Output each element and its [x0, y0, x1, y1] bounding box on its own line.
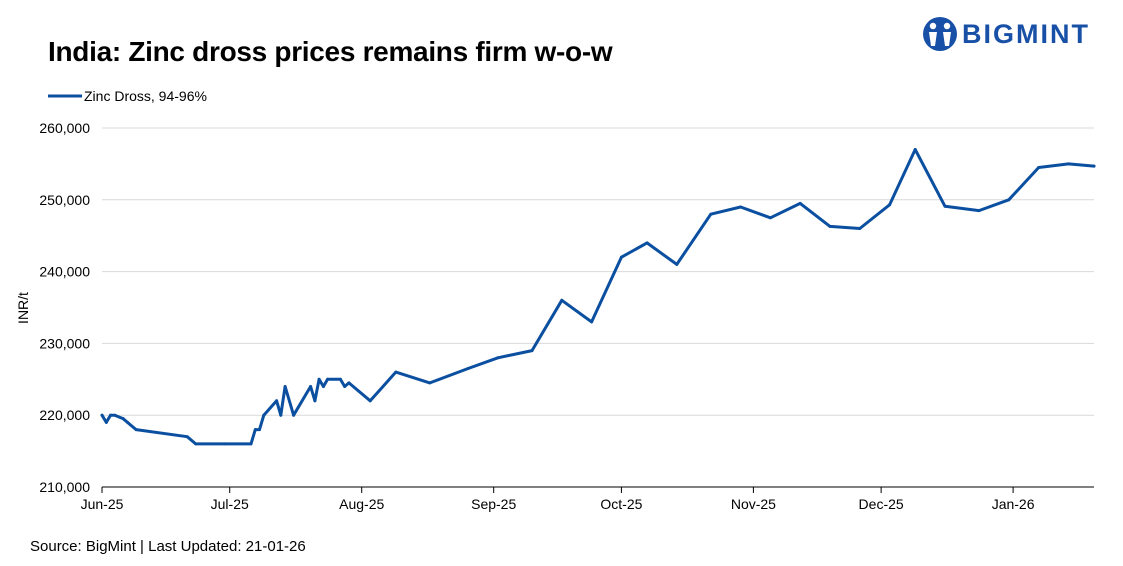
data-point [368, 399, 372, 403]
y-tick-label: 220,000 [39, 407, 90, 423]
data-point [943, 204, 947, 208]
y-tick-label: 260,000 [39, 120, 90, 136]
y-tick-label: 240,000 [39, 264, 90, 280]
data-point [1037, 166, 1041, 169]
data-point [326, 377, 330, 381]
data-point [134, 428, 138, 432]
y-axis: 210,000 220,000 230,000 240,000 250,000 260,0… [39, 120, 90, 495]
legend: Zinc Dross, 94-96% [48, 88, 207, 104]
data-point [258, 428, 261, 432]
data-point [347, 381, 351, 385]
data-point [709, 212, 713, 216]
x-tick-label: Dec-25 [859, 496, 904, 512]
x-tick-label: Oct-25 [600, 496, 642, 512]
data-point [321, 385, 325, 388]
x-tick-label: Jun-25 [81, 496, 124, 512]
data-point [194, 442, 198, 446]
data-point [1007, 198, 1011, 202]
data-point [496, 356, 500, 360]
data-point [113, 413, 117, 417]
data-point [292, 413, 296, 417]
x-tick-label: Sep-25 [471, 496, 516, 512]
data-point [279, 413, 283, 417]
data-point [185, 435, 189, 439]
y-tick-label: 230,000 [39, 335, 90, 351]
y-tick-label: 210,000 [39, 479, 90, 495]
data-point [275, 399, 279, 403]
data-point [675, 262, 679, 266]
data-point [109, 413, 112, 417]
data-point [224, 442, 227, 446]
data-point [313, 399, 317, 403]
data-point [619, 255, 623, 259]
series-line [100, 148, 1096, 446]
bigmint-logo-icon [923, 17, 957, 51]
data-point [1067, 162, 1070, 166]
chart-title: India: Zinc dross prices remains firm w-… [48, 36, 613, 67]
data-point [249, 442, 253, 446]
data-point [828, 224, 832, 228]
x-tick-label: Jul-25 [211, 496, 249, 512]
data-point [100, 413, 104, 417]
data-point [768, 216, 772, 220]
x-tick-label: Nov-25 [731, 496, 776, 512]
data-point [309, 385, 313, 388]
data-point [283, 385, 287, 388]
x-tick-label: Aug-25 [339, 496, 384, 512]
data-point [888, 203, 892, 207]
data-point [977, 209, 981, 213]
data-point [645, 241, 649, 245]
data-point [253, 428, 257, 432]
data-point [739, 205, 743, 209]
data-point [858, 227, 862, 230]
data-point [428, 381, 432, 385]
data-point [1092, 164, 1096, 168]
data-point [126, 420, 129, 424]
data-point [466, 367, 470, 370]
logo-text: BIGMINT [962, 18, 1090, 49]
data-point [262, 413, 266, 417]
data-point [338, 377, 342, 381]
data-point [104, 420, 108, 424]
data-point [343, 385, 347, 388]
data-point [530, 349, 534, 353]
data-point [121, 417, 125, 421]
data-point [798, 201, 802, 205]
x-tick-label: Jan-26 [992, 496, 1035, 512]
y-tick-label: 250,000 [39, 192, 90, 208]
data-point [913, 148, 917, 151]
source-note: Source: BigMint | Last Updated: 21-01-26 [30, 538, 306, 555]
y-axis-label: INR/t [15, 292, 31, 324]
gridlines [102, 127, 1094, 416]
data-point [317, 377, 321, 381]
legend-label: Zinc Dross, 94-96% [84, 88, 207, 104]
brand-logo: BIGMINT [922, 12, 1090, 56]
x-axis: Jun-25 Jul-25 Aug-25 Sep-25 Oct-25 Nov-25 Dec-… [81, 487, 1035, 512]
series [100, 148, 1096, 446]
data-point [590, 320, 594, 324]
data-point [560, 298, 564, 302]
data-point [394, 370, 398, 374]
